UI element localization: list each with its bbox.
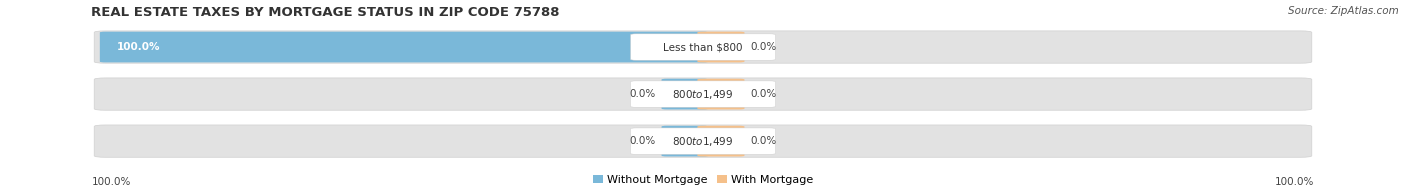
Legend: Without Mortgage, With Mortgage: Without Mortgage, With Mortgage [593, 175, 813, 185]
Text: 0.0%: 0.0% [751, 136, 776, 146]
Text: Less than $800: Less than $800 [664, 42, 742, 52]
Text: Source: ZipAtlas.com: Source: ZipAtlas.com [1288, 6, 1399, 16]
Text: 100.0%: 100.0% [1275, 177, 1315, 187]
Text: 0.0%: 0.0% [630, 136, 655, 146]
Text: REAL ESTATE TAXES BY MORTGAGE STATUS IN ZIP CODE 75788: REAL ESTATE TAXES BY MORTGAGE STATUS IN … [91, 6, 560, 19]
Text: $800 to $1,499: $800 to $1,499 [672, 88, 734, 101]
Text: 0.0%: 0.0% [751, 89, 776, 99]
Text: $800 to $1,499: $800 to $1,499 [672, 135, 734, 148]
Text: 100.0%: 100.0% [91, 177, 131, 187]
Text: 100.0%: 100.0% [117, 42, 160, 52]
Text: 0.0%: 0.0% [630, 89, 655, 99]
Text: 0.0%: 0.0% [751, 42, 776, 52]
